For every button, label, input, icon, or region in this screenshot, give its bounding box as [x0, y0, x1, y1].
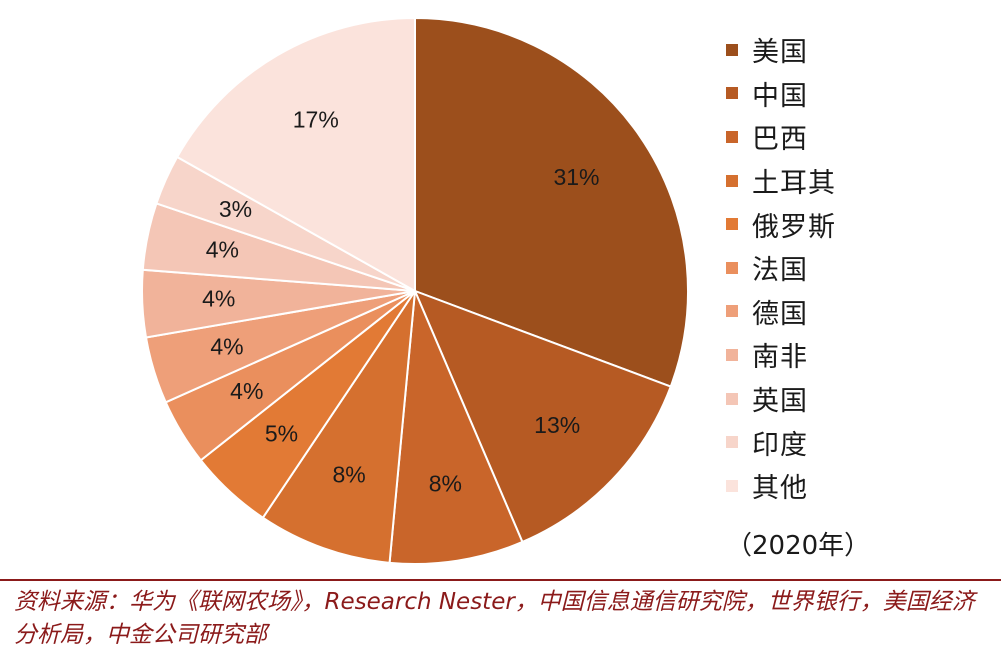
legend-label: 俄罗斯	[752, 211, 836, 243]
legend-item: 法国	[726, 246, 996, 290]
legend-label: 印度	[752, 429, 808, 461]
divider	[0, 579, 1001, 581]
legend-label: 巴西	[752, 124, 808, 156]
legend-item: 其他	[726, 464, 996, 508]
pie-value-label: 4%	[210, 333, 243, 359]
legend-label: 美国	[752, 37, 808, 69]
legend-label: 土耳其	[752, 168, 836, 200]
pie-value-label: 4%	[202, 285, 235, 311]
legend-swatch	[726, 392, 738, 405]
pie-value-labels: 31%13%8%8%5%4%4%4%4%3%17%	[202, 106, 599, 496]
legend-swatch	[726, 218, 738, 231]
source-note: 资料来源：华为《联网农场》，Research Nester，中国信息通信研究院，…	[14, 589, 975, 648]
pie-slice	[261, 290, 416, 564]
pie-slice	[414, 16, 689, 388]
pie-value-label: 3%	[219, 196, 252, 222]
legend-swatch	[726, 43, 738, 56]
legend-swatch	[726, 479, 738, 492]
legend-swatch	[726, 348, 738, 361]
legend-swatch	[726, 436, 738, 449]
legend-item: 英国	[726, 377, 996, 421]
pie-slice	[388, 290, 524, 565]
pie-value-label: 8%	[332, 461, 365, 487]
legend-item: 巴西	[726, 115, 996, 159]
pie-slice	[413, 289, 673, 544]
legend-swatch	[726, 305, 738, 318]
legend-label: 其他	[752, 473, 808, 505]
legend-label: 南非	[752, 342, 808, 374]
pie-slices	[141, 16, 689, 565]
legend-swatch	[726, 130, 738, 143]
legend-label: 中国	[752, 80, 808, 112]
legend-item: 印度	[726, 420, 996, 464]
legend-swatch	[726, 174, 738, 187]
legend-label: 德国	[752, 298, 808, 330]
legend: 美国中国巴西土耳其俄罗斯法国德国南非英国印度其他	[726, 28, 996, 508]
pie-value-label: 4%	[206, 237, 239, 263]
pie-value-label: 4%	[230, 378, 263, 404]
pie-value-label: 31%	[553, 164, 599, 190]
legend-item: 中国	[726, 72, 996, 116]
legend-item: 德国	[726, 290, 996, 334]
legend-item: 美国	[726, 28, 996, 72]
year-note: （2020年）	[726, 531, 871, 561]
pie-value-label: 13%	[534, 412, 580, 438]
legend-swatch	[726, 87, 738, 100]
legend-item: 土耳其	[726, 159, 996, 203]
pie-slice	[175, 16, 416, 293]
legend-swatch	[726, 261, 738, 274]
pie-chart: 31%13%8%8%5%4%4%4%4%3%17%	[141, 16, 689, 565]
pie-value-label: 17%	[293, 106, 339, 132]
legend-label: 英国	[752, 386, 808, 418]
pie-value-label: 5%	[265, 420, 298, 446]
legend-label: 法国	[752, 255, 808, 287]
pie-value-label: 8%	[429, 470, 462, 496]
legend-item: 南非	[726, 333, 996, 377]
legend-item: 俄罗斯	[726, 202, 996, 246]
